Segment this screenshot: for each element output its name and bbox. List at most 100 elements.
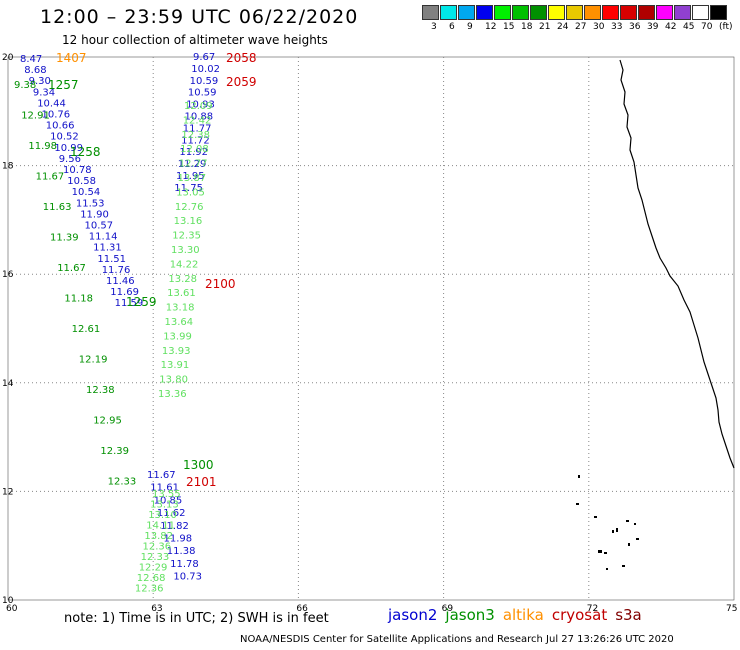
wave-height-value: 11.76 xyxy=(102,265,131,276)
legend-label: 39 xyxy=(647,22,659,32)
x-tick-label: 66 xyxy=(296,604,308,614)
wave-height-value: 11.61 xyxy=(150,483,179,494)
wave-height-value: 10.57 xyxy=(85,221,114,232)
legend-label: 3 xyxy=(431,22,437,32)
wave-height-value: 10.44 xyxy=(37,98,66,109)
wave-height-value: 13.64 xyxy=(165,317,194,328)
coastline-path xyxy=(619,59,735,469)
wave-height-value: 10.59 xyxy=(188,88,217,99)
legend-swatch xyxy=(512,5,529,20)
island-marks xyxy=(576,475,639,570)
legend-swatch xyxy=(440,5,457,20)
axis-labels: 60 63 66 69 72 75 20 18 16 14 12 10 xyxy=(2,53,737,614)
wave-height-value: 13.82 xyxy=(144,531,173,542)
pass-time-label: 2059 xyxy=(226,75,257,89)
wave-height-value: 9.56 xyxy=(59,154,81,165)
map-subtitle: 12 hour collection of altimeter wave hei… xyxy=(62,33,328,47)
legend-swatch xyxy=(422,5,439,20)
wave-height-value: 11.67 xyxy=(36,172,65,183)
wave-height-value: 10.52 xyxy=(50,132,79,143)
legend-swatch xyxy=(638,5,655,20)
pass-time-label: 2101 xyxy=(186,475,217,489)
credit-line: NOAA/NESDIS Center for Satellite Applica… xyxy=(240,634,674,645)
pass-time-label: 1300 xyxy=(183,458,214,472)
wave-height-value: 12.33 xyxy=(141,552,170,563)
coastline xyxy=(576,59,735,570)
legend-label: 24 xyxy=(557,22,569,32)
pass-time-label: 1259 xyxy=(126,295,157,309)
legend-label: 18 xyxy=(521,22,533,32)
wave-height-value: 12.36 xyxy=(135,584,164,595)
wave-height-value: 12.36 xyxy=(143,542,172,553)
map-title: 12:00 – 23:59 UTC 06/22/2020 xyxy=(40,6,359,28)
legend-label: 33 xyxy=(611,22,623,32)
wave-height-value: 9.30 xyxy=(29,76,51,87)
wave-height-value: 11.98 xyxy=(28,141,57,152)
legend-swatch xyxy=(656,5,673,20)
wave-height-value: 11.51 xyxy=(97,254,126,265)
wave-height-value: 11.75 xyxy=(174,183,203,194)
x-tick-label: 63 xyxy=(151,604,162,614)
y-tick-label: 12 xyxy=(2,487,13,497)
wave-height-value: 11.82 xyxy=(160,521,189,532)
legend-label: 30 xyxy=(593,22,605,32)
x-tick-label: 60 xyxy=(6,604,18,614)
legend-label: 36 xyxy=(629,22,641,32)
wave-height-value: 10.58 xyxy=(67,176,96,187)
legend-swatch xyxy=(710,5,727,20)
wave-height-value: 12.61 xyxy=(72,324,101,335)
wave-height-value: 11.29 xyxy=(178,159,207,170)
wave-height-value: 8.47 xyxy=(20,54,42,65)
wave-height-value: 10.85 xyxy=(154,495,183,506)
wave-height-value: 12.38 xyxy=(86,385,115,396)
wave-height-value: 12.38 xyxy=(181,130,210,141)
wave-height-value: 10.76 xyxy=(42,110,71,121)
wave-height-value: 13.28 xyxy=(168,274,197,285)
wave-height-value: 13.87 xyxy=(178,173,207,184)
wave-height-value: 13.16 xyxy=(174,216,203,227)
wave-height-value: 14.22 xyxy=(170,259,199,270)
wave-height-value: 11.98 xyxy=(164,534,193,545)
satellite-name: s3a xyxy=(615,606,642,624)
wave-height-value: 11.95 xyxy=(176,171,205,182)
wave-height-value: 12.68 xyxy=(137,573,166,584)
wave-height-value: 11.67 xyxy=(147,470,176,481)
x-tick-label: 75 xyxy=(726,604,737,614)
lat-lon-grid xyxy=(7,56,735,601)
satellite-legend: jason2 jason3 altika cryosat s3a xyxy=(388,606,650,624)
legend-label: 21 xyxy=(539,22,551,32)
legend-label: 42 xyxy=(665,22,677,32)
legend-swatch xyxy=(620,5,637,20)
wave-height-value: 11.77 xyxy=(183,123,212,134)
wave-height-value: 11.38 xyxy=(167,546,196,557)
wave-height-value: 13.05 xyxy=(176,187,205,198)
legend-label: 27 xyxy=(575,22,587,32)
wave-height-value: 12.95 xyxy=(93,416,122,427)
wave-height-value: 10.02 xyxy=(191,64,220,75)
legend-label: 6 xyxy=(449,22,455,32)
y-tick-label: 18 xyxy=(2,162,14,172)
pass-time-label: 2100 xyxy=(205,277,236,291)
wave-height-value: 11.39 xyxy=(50,233,79,244)
pass-time-label: 1257 xyxy=(48,78,79,92)
satellite-name: cryosat xyxy=(551,606,608,624)
wave-height-value: 13.91 xyxy=(161,360,190,371)
wave-height-value: 13.30 xyxy=(171,245,200,256)
wave-height-value: 11.14 xyxy=(89,232,118,243)
legend-swatch xyxy=(548,5,565,20)
wave-height-value: 13.18 xyxy=(166,303,195,314)
wave-height-value: 11.31 xyxy=(93,243,122,254)
wave-height-value: 12.29 xyxy=(139,563,168,574)
legend-swatch xyxy=(566,5,583,20)
wave-height-value: 12.35 xyxy=(172,231,201,242)
wave-height-value: 12.19 xyxy=(79,355,108,366)
legend-swatch xyxy=(692,5,709,20)
x-tick-label: 69 xyxy=(442,604,454,614)
color-legend-labels: 3 6 9 12 15 18 21 24 27 30 33 36 39 42 45 70 (ft) xyxy=(422,22,740,34)
wave-height-value: 13.13 xyxy=(150,500,179,511)
wave-height-value: 12.08 xyxy=(180,144,209,155)
wave-height-value: 13.99 xyxy=(163,331,192,342)
pass-time-label: 1258 xyxy=(70,145,101,159)
wave-height-value: 10.73 xyxy=(173,572,202,583)
